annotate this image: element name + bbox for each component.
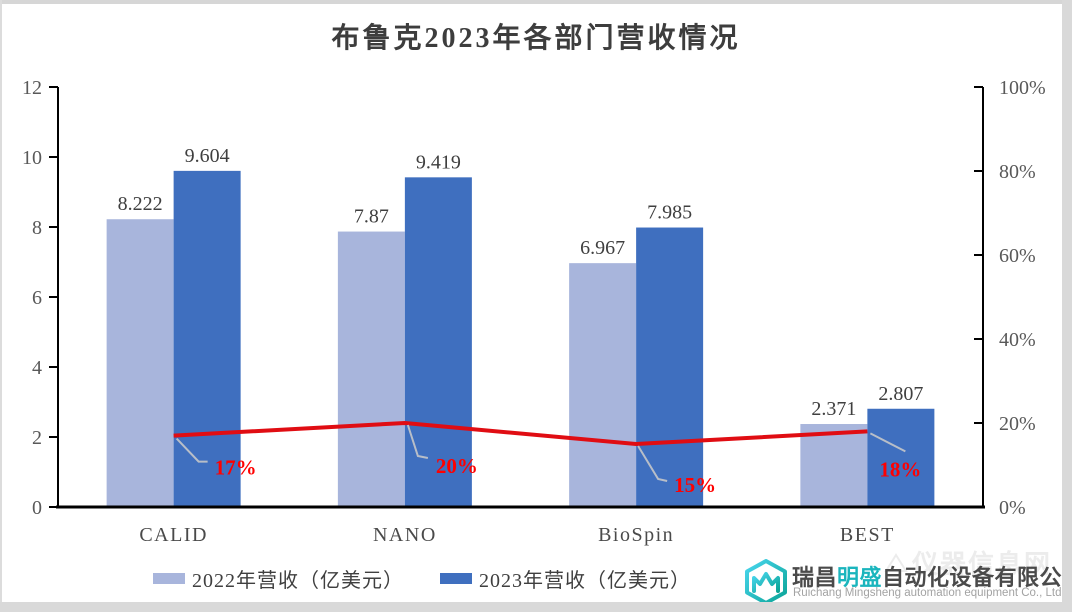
bar-value-label: 6.967 — [580, 237, 625, 259]
window-edge-left — [0, 0, 2, 612]
watermark-triangle-icon — [884, 552, 908, 572]
tick-label-right: 0% — [999, 497, 1026, 519]
bar-value-label: 7.87 — [354, 206, 389, 228]
company-name-suffix: 自动化设备有限公司 — [882, 565, 1072, 590]
tick-label-right: 20% — [999, 413, 1036, 435]
bar-value-label: 9.604 — [185, 145, 230, 167]
tick-label-left: 6 — [32, 287, 42, 309]
tick-label-left: 12 — [22, 77, 42, 99]
legend: 2022年营收（亿美元） 2023年营收（亿美元） — [153, 564, 691, 592]
company-name-cn: 瑞昌明盛自动化设备有限公司 — [792, 560, 1072, 592]
category-label: BEST — [840, 524, 895, 546]
bar-value-label: 8.222 — [118, 193, 163, 215]
tick-label-left: 2 — [32, 427, 42, 449]
growth-label: 15% — [674, 473, 716, 497]
growth-label-leader — [406, 424, 429, 459]
watermark-text: 仪器信息网 — [912, 549, 1053, 579]
bar-2023-BEST — [867, 408, 935, 507]
bar-2022-BioSpin — [569, 263, 637, 507]
bar-2023-BioSpin — [636, 227, 704, 507]
watermark-ghost: 仪器信息网 — [884, 544, 1052, 581]
window-edge-bottom — [0, 602, 1072, 612]
bar-2022-CALID — [106, 219, 174, 508]
legend-label-2022: 2022年营收（亿美元） — [192, 569, 404, 592]
bar-value-label: 2.807 — [878, 383, 923, 405]
growth-label: 17% — [215, 456, 257, 480]
growth-label-leader — [175, 437, 208, 463]
company-name-highlight: 明盛 — [837, 565, 883, 590]
tick-label-left: 8 — [32, 217, 42, 239]
tick-label-left: 0 — [32, 497, 42, 519]
tick-label-left: 4 — [32, 357, 42, 379]
bar-value-label: 7.985 — [647, 202, 692, 224]
company-name-prefix: 瑞昌 — [792, 565, 838, 590]
legend-swatch-2022 — [153, 572, 185, 584]
legend-item-2022: 2022年营收（亿美元） — [153, 564, 404, 593]
bar-2023-CALID — [173, 170, 241, 508]
bar-value-label: 9.419 — [416, 151, 461, 173]
chart-title: 布鲁克2023年各部门营收情况 — [331, 23, 741, 54]
tick-label-left: 10 — [22, 147, 42, 169]
growth-label-leader — [637, 445, 668, 482]
bar-value-label: 2.371 — [811, 398, 856, 420]
legend-swatch-2023 — [440, 572, 472, 584]
growth-label: 18% — [879, 457, 921, 481]
category-label: BioSpin — [598, 524, 674, 546]
category-label: CALID — [139, 524, 208, 546]
tick-label-right: 60% — [999, 245, 1036, 267]
tick-label-right: 100% — [999, 77, 1046, 99]
legend-item-2023: 2023年营收（亿美元） — [440, 564, 691, 593]
growth-label: 20% — [436, 454, 478, 478]
window-edge-top — [0, 0, 1072, 4]
company-logo-icon — [745, 559, 787, 605]
tick-label-right: 80% — [999, 161, 1036, 183]
category-label: NANO — [373, 524, 437, 546]
tick-label-right: 40% — [999, 329, 1036, 351]
legend-label-2023: 2023年营收（亿美元） — [479, 569, 691, 592]
growth-label-leader — [869, 432, 906, 453]
bar-2022-NANO — [337, 231, 405, 508]
window-edge-right — [1062, 0, 1072, 612]
company-name-en: Ruichang Mingsheng automation equipment … — [793, 587, 1062, 599]
bar-2022-BEST — [800, 424, 868, 507]
growth-line — [173, 421, 868, 446]
